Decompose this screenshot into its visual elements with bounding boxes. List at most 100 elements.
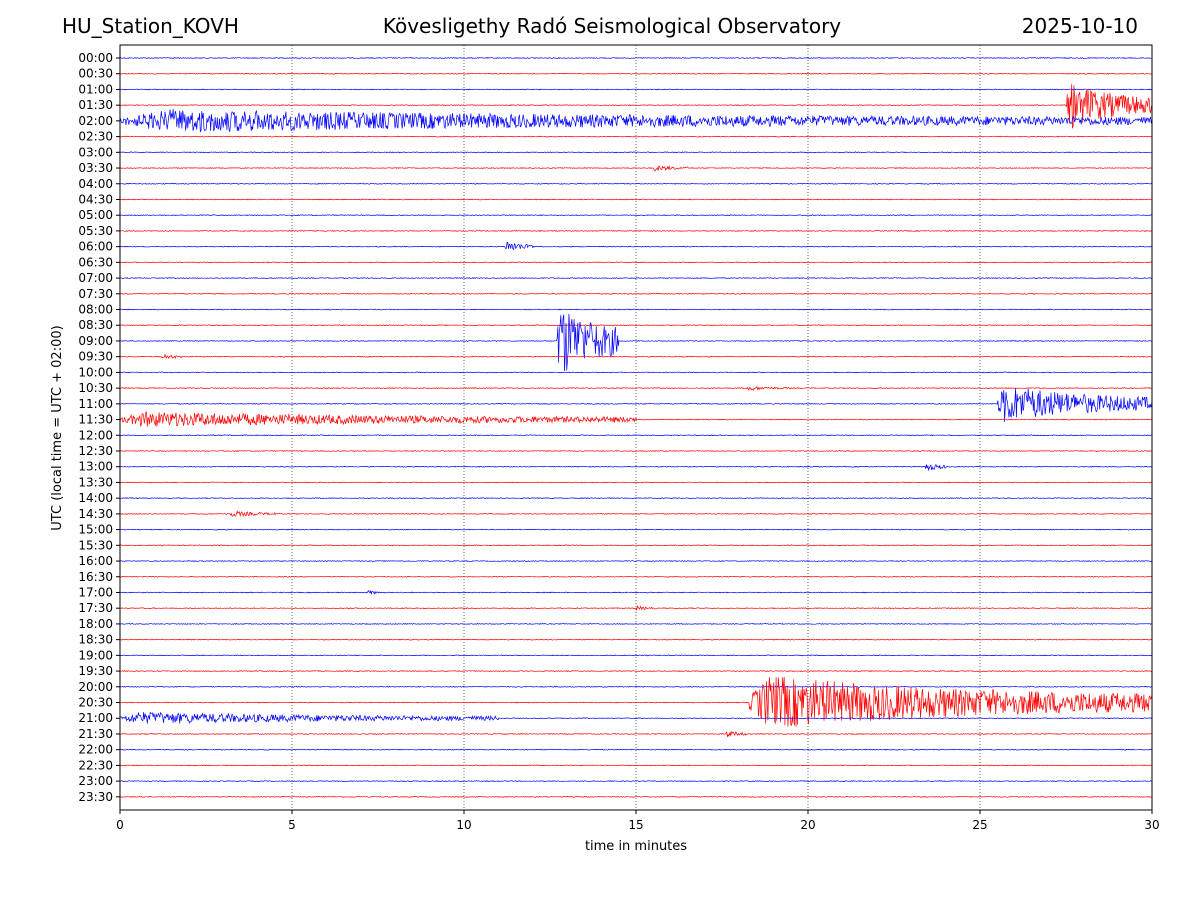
x-tick-label: 20	[800, 818, 815, 832]
y-tick-label: 12:00	[78, 428, 113, 442]
y-tick-label: 19:30	[78, 664, 113, 678]
trace-2030	[119, 676, 1153, 727]
trace-1300	[120, 464, 1153, 472]
y-tick-label: 10:30	[78, 381, 113, 395]
trace-0500	[119, 214, 1153, 217]
seismic-traces	[119, 57, 1153, 798]
trace-1230	[119, 450, 1153, 452]
trace-0100	[119, 88, 1153, 91]
y-tick-label: 13:00	[78, 460, 113, 474]
trace-0530	[119, 230, 1153, 232]
trace-2100	[119, 711, 1153, 724]
trace-2130	[120, 730, 1153, 737]
y-tick-label: 08:00	[78, 303, 113, 317]
y-tick-label: 21:00	[78, 711, 113, 725]
trace-2200	[119, 748, 1153, 751]
y-tick-label: 05:00	[78, 208, 113, 222]
y-tick-label: 11:00	[78, 397, 113, 411]
y-tick-label: 01:00	[78, 82, 113, 96]
trace-1100	[119, 388, 1153, 422]
y-tick-label: 16:30	[78, 570, 113, 584]
y-tick-label: 23:30	[78, 790, 113, 804]
trace-1800	[119, 622, 1153, 625]
trace-2000	[119, 685, 1153, 688]
trace-1000	[119, 371, 1153, 374]
y-tick-label: 18:30	[78, 633, 113, 647]
trace-0600	[119, 241, 1153, 251]
trace-1900	[119, 654, 1153, 657]
trace-1600	[119, 560, 1153, 562]
y-tick-label: 14:30	[78, 507, 113, 521]
y-tick-label: 10:00	[78, 365, 113, 379]
y-tick-label: 12:30	[78, 444, 113, 458]
x-tick-label: 15	[628, 818, 643, 832]
trace-0800	[119, 308, 1152, 311]
observatory-title: Kövesligethy Radó Seismological Observat…	[382, 14, 842, 38]
x-tick-label: 5	[288, 818, 296, 832]
x-axis-label: time in minutes	[585, 839, 687, 854]
y-tick-label: 09:30	[78, 350, 113, 364]
trace-1530	[119, 544, 1153, 547]
y-tick-label: 23:00	[78, 774, 113, 788]
y-tick-label: 18:00	[78, 617, 113, 631]
y-tick-label: 01:30	[78, 98, 113, 112]
y-tick-label: 22:30	[78, 758, 113, 772]
y-tick-label: 00:00	[78, 51, 113, 65]
trace-0230	[119, 135, 1153, 138]
trace-0030	[119, 72, 1153, 75]
y-tick-label: 09:00	[78, 334, 113, 348]
trace-2330	[119, 795, 1153, 798]
y-tick-label: 14:00	[78, 491, 113, 505]
date-label: 2025-10-10	[1021, 14, 1138, 38]
y-tick-label: 00:30	[78, 67, 113, 81]
x-tick-label: 0	[116, 818, 124, 832]
y-tick-label: 21:30	[78, 727, 113, 741]
trace-1930	[119, 670, 1153, 673]
y-tick-label: 15:30	[78, 538, 113, 552]
trace-1630	[120, 575, 1153, 578]
trace-2230	[119, 764, 1152, 767]
trace-1400	[119, 497, 1153, 500]
trace-0430	[119, 198, 1153, 201]
x-tick-label: 30	[1144, 818, 1159, 832]
trace-0730	[119, 292, 1153, 295]
trace-1830	[119, 638, 1153, 641]
y-tick-label: 17:00	[78, 585, 113, 599]
y-tick-label: 20:00	[78, 680, 113, 694]
trace-0130	[119, 84, 1153, 129]
y-tick-label: 22:00	[78, 743, 113, 757]
y-tick-label: 11:30	[78, 413, 113, 427]
trace-0400	[119, 182, 1153, 185]
trace-0830	[119, 324, 1153, 327]
y-tick-label: 08:30	[78, 318, 113, 332]
trace-2300	[119, 780, 1152, 782]
y-tick-label: 04:30	[78, 192, 113, 206]
trace-1130	[119, 411, 1153, 428]
trace-0630	[119, 261, 1153, 264]
trace-0900	[119, 313, 1153, 372]
y-tick-label: 07:30	[78, 287, 113, 301]
x-axis: 0 5 10 15 20 25 30	[116, 810, 1160, 832]
trace-1030	[119, 385, 1153, 391]
trace-0700	[119, 277, 1153, 280]
y-tick-label: 06:30	[78, 255, 113, 269]
x-tick-label: 10	[456, 818, 471, 832]
trace-1430	[119, 510, 1153, 518]
y-axis-label: UTC (local time = UTC + 02:00)	[50, 325, 65, 530]
trace-1730	[119, 605, 1153, 611]
y-tick-label: 19:00	[78, 648, 113, 662]
station-name: HU_Station_KOVH	[62, 14, 239, 38]
y-tick-label: 13:30	[78, 475, 113, 489]
trace-1700	[119, 590, 1153, 595]
y-tick-label: 04:00	[78, 177, 113, 191]
y-tick-label: 03:30	[78, 161, 113, 175]
trace-1200	[119, 434, 1153, 437]
y-tick-label: 06:00	[78, 240, 113, 254]
trace-0200	[119, 109, 1153, 133]
y-tick-label: 16:00	[78, 554, 113, 568]
y-tick-label: 20:30	[78, 696, 113, 710]
trace-1500	[119, 528, 1152, 531]
grid-lines	[291, 45, 981, 810]
